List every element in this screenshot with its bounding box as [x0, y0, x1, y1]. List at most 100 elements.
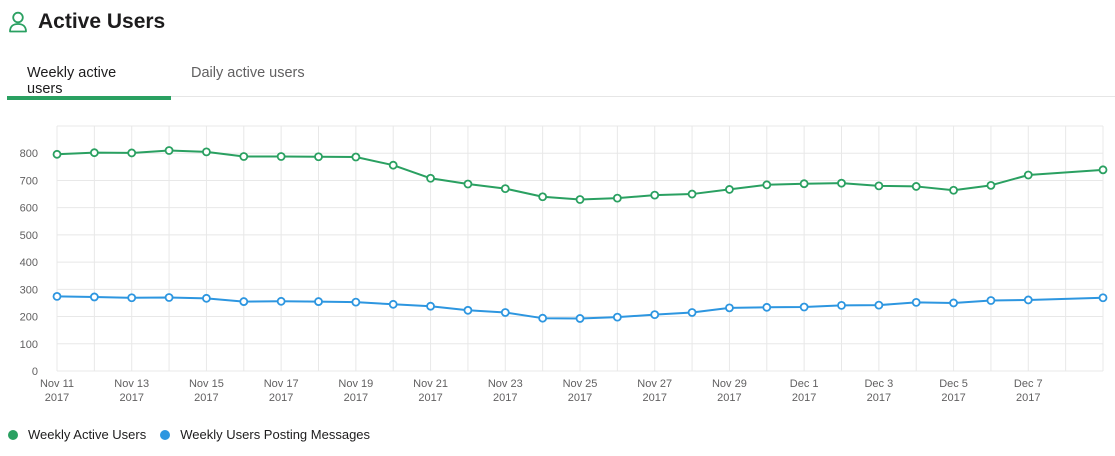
data-point	[314, 152, 323, 162]
legend-label: Weekly Users Posting Messages	[180, 427, 371, 442]
y-tick-label: 400	[20, 257, 38, 269]
data-point	[612, 193, 622, 203]
data-point	[500, 184, 510, 194]
x-tick-year: 2017	[344, 392, 368, 404]
data-point	[799, 302, 809, 312]
y-tick-label: 800	[20, 148, 38, 160]
x-tick-year: 2017	[119, 392, 143, 404]
data-point	[874, 181, 884, 191]
data-point	[164, 146, 174, 155]
data-point	[725, 185, 734, 194]
x-tick-year: 2017	[269, 392, 293, 404]
x-tick-year: 2017	[194, 392, 218, 404]
data-point	[911, 182, 921, 191]
y-tick-label: 200	[20, 312, 38, 324]
data-point	[239, 297, 249, 306]
x-tick-label: Nov 25	[563, 378, 598, 390]
page-header: Active Users	[8, 8, 165, 36]
data-point	[1023, 170, 1033, 180]
legend-item-weekly-users-posting[interactable]: Weekly Users Posting Messages	[160, 427, 370, 442]
x-tick-label: Nov 17	[264, 378, 299, 390]
data-point	[127, 148, 137, 158]
x-tick-label: Dec 7	[1014, 378, 1043, 390]
data-point	[52, 292, 62, 301]
data-point	[874, 300, 884, 310]
x-tick-year: 2017	[1016, 392, 1040, 404]
data-point	[650, 310, 660, 320]
y-tick-label: 500	[20, 230, 38, 242]
data-point	[725, 303, 734, 313]
x-tick-label: Nov 13	[114, 378, 149, 390]
data-point	[463, 179, 473, 189]
data-point	[351, 152, 361, 162]
chart-legend: Weekly Active Users Weekly Users Posting…	[8, 427, 384, 442]
y-tick-label: 700	[20, 175, 38, 187]
tab-daily-active-users[interactable]: Daily active users	[191, 65, 305, 81]
data-point	[89, 292, 99, 302]
tab-weekly-active-users[interactable]: Weekly active users	[7, 56, 171, 100]
data-point	[276, 152, 286, 161]
data-point	[202, 293, 211, 303]
x-tick-year: 2017	[642, 392, 666, 404]
series-line-1	[56, 295, 1104, 320]
x-tick-label: Nov 19	[338, 378, 373, 390]
y-tick-label: 0	[32, 366, 38, 378]
data-point	[612, 312, 622, 322]
legend-label: Weekly Active Users	[28, 427, 147, 442]
x-tick-label: Nov 23	[488, 378, 523, 390]
data-point	[1098, 293, 1108, 303]
data-point	[837, 300, 846, 310]
x-tick-year: 2017	[792, 392, 816, 404]
data-point	[575, 195, 585, 204]
series-line-0	[56, 149, 1104, 201]
x-tick-year: 2017	[418, 392, 442, 404]
x-tick-label: Dec 3	[864, 378, 893, 390]
data-point	[127, 293, 137, 303]
data-point	[276, 296, 286, 306]
x-tick-year: 2017	[568, 392, 592, 404]
legend-dot-blue	[160, 429, 171, 440]
tab-bar: Weekly active users Daily active users	[7, 56, 1115, 100]
data-point	[538, 313, 548, 323]
data-point	[949, 185, 958, 195]
data-point	[500, 308, 510, 317]
page-title: Active Users	[38, 10, 166, 33]
data-point	[986, 296, 996, 305]
data-point	[426, 301, 435, 311]
data-point	[687, 308, 697, 317]
y-tick-label: 100	[20, 339, 38, 351]
data-point	[687, 189, 697, 199]
data-point	[164, 293, 174, 302]
data-point	[388, 160, 398, 170]
data-point	[837, 178, 846, 188]
x-tick-year: 2017	[717, 392, 741, 404]
data-point	[949, 298, 958, 308]
legend-item-weekly-active-users[interactable]: Weekly Active Users	[8, 427, 146, 442]
data-point	[538, 192, 548, 202]
x-tick-label: Nov 29	[712, 378, 747, 390]
data-point	[239, 152, 249, 161]
x-tick-label: Nov 21	[413, 378, 448, 390]
data-point	[52, 149, 62, 159]
data-point	[426, 173, 435, 183]
data-point	[202, 147, 211, 157]
x-tick-label: Nov 15	[189, 378, 224, 390]
x-tick-year: 2017	[493, 392, 517, 404]
x-tick-label: Nov 27	[637, 378, 672, 390]
data-point	[762, 180, 772, 190]
y-tick-label: 600	[20, 203, 38, 215]
data-point	[986, 180, 996, 190]
data-point	[575, 314, 585, 323]
x-tick-year: 2017	[45, 392, 69, 404]
data-point	[799, 179, 809, 189]
x-tick-label: Nov 11	[40, 378, 74, 390]
data-point	[314, 297, 323, 306]
data-point	[388, 299, 398, 309]
x-tick-year: 2017	[867, 392, 891, 404]
x-tick-label: Dec 1	[790, 378, 819, 390]
x-tick-label: Dec 5	[939, 378, 968, 390]
legend-dot-green	[8, 429, 18, 440]
data-point	[911, 297, 921, 307]
y-tick-label: 300	[20, 284, 38, 296]
